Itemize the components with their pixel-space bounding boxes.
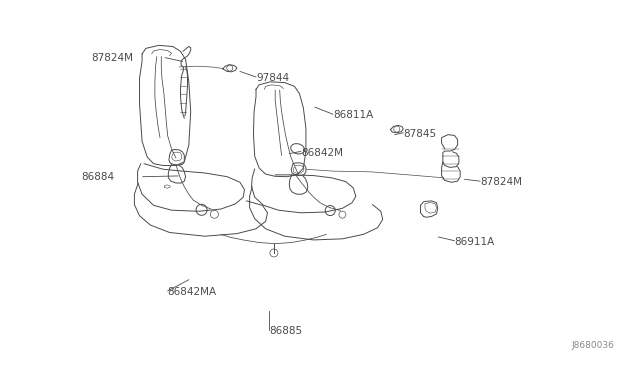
Text: 97844: 97844 (256, 73, 289, 83)
Text: 86811A: 86811A (333, 110, 373, 120)
Text: 86911A: 86911A (454, 237, 495, 247)
Text: 86885: 86885 (269, 326, 302, 336)
Text: 87824M: 87824M (480, 177, 522, 187)
Text: 86884: 86884 (81, 172, 114, 182)
Text: 87824M: 87824M (91, 53, 133, 62)
Text: J8680036: J8680036 (572, 341, 614, 350)
Text: 87845: 87845 (403, 129, 436, 139)
Text: 86842M: 86842M (301, 148, 343, 157)
Text: 86842MA: 86842MA (168, 287, 217, 297)
